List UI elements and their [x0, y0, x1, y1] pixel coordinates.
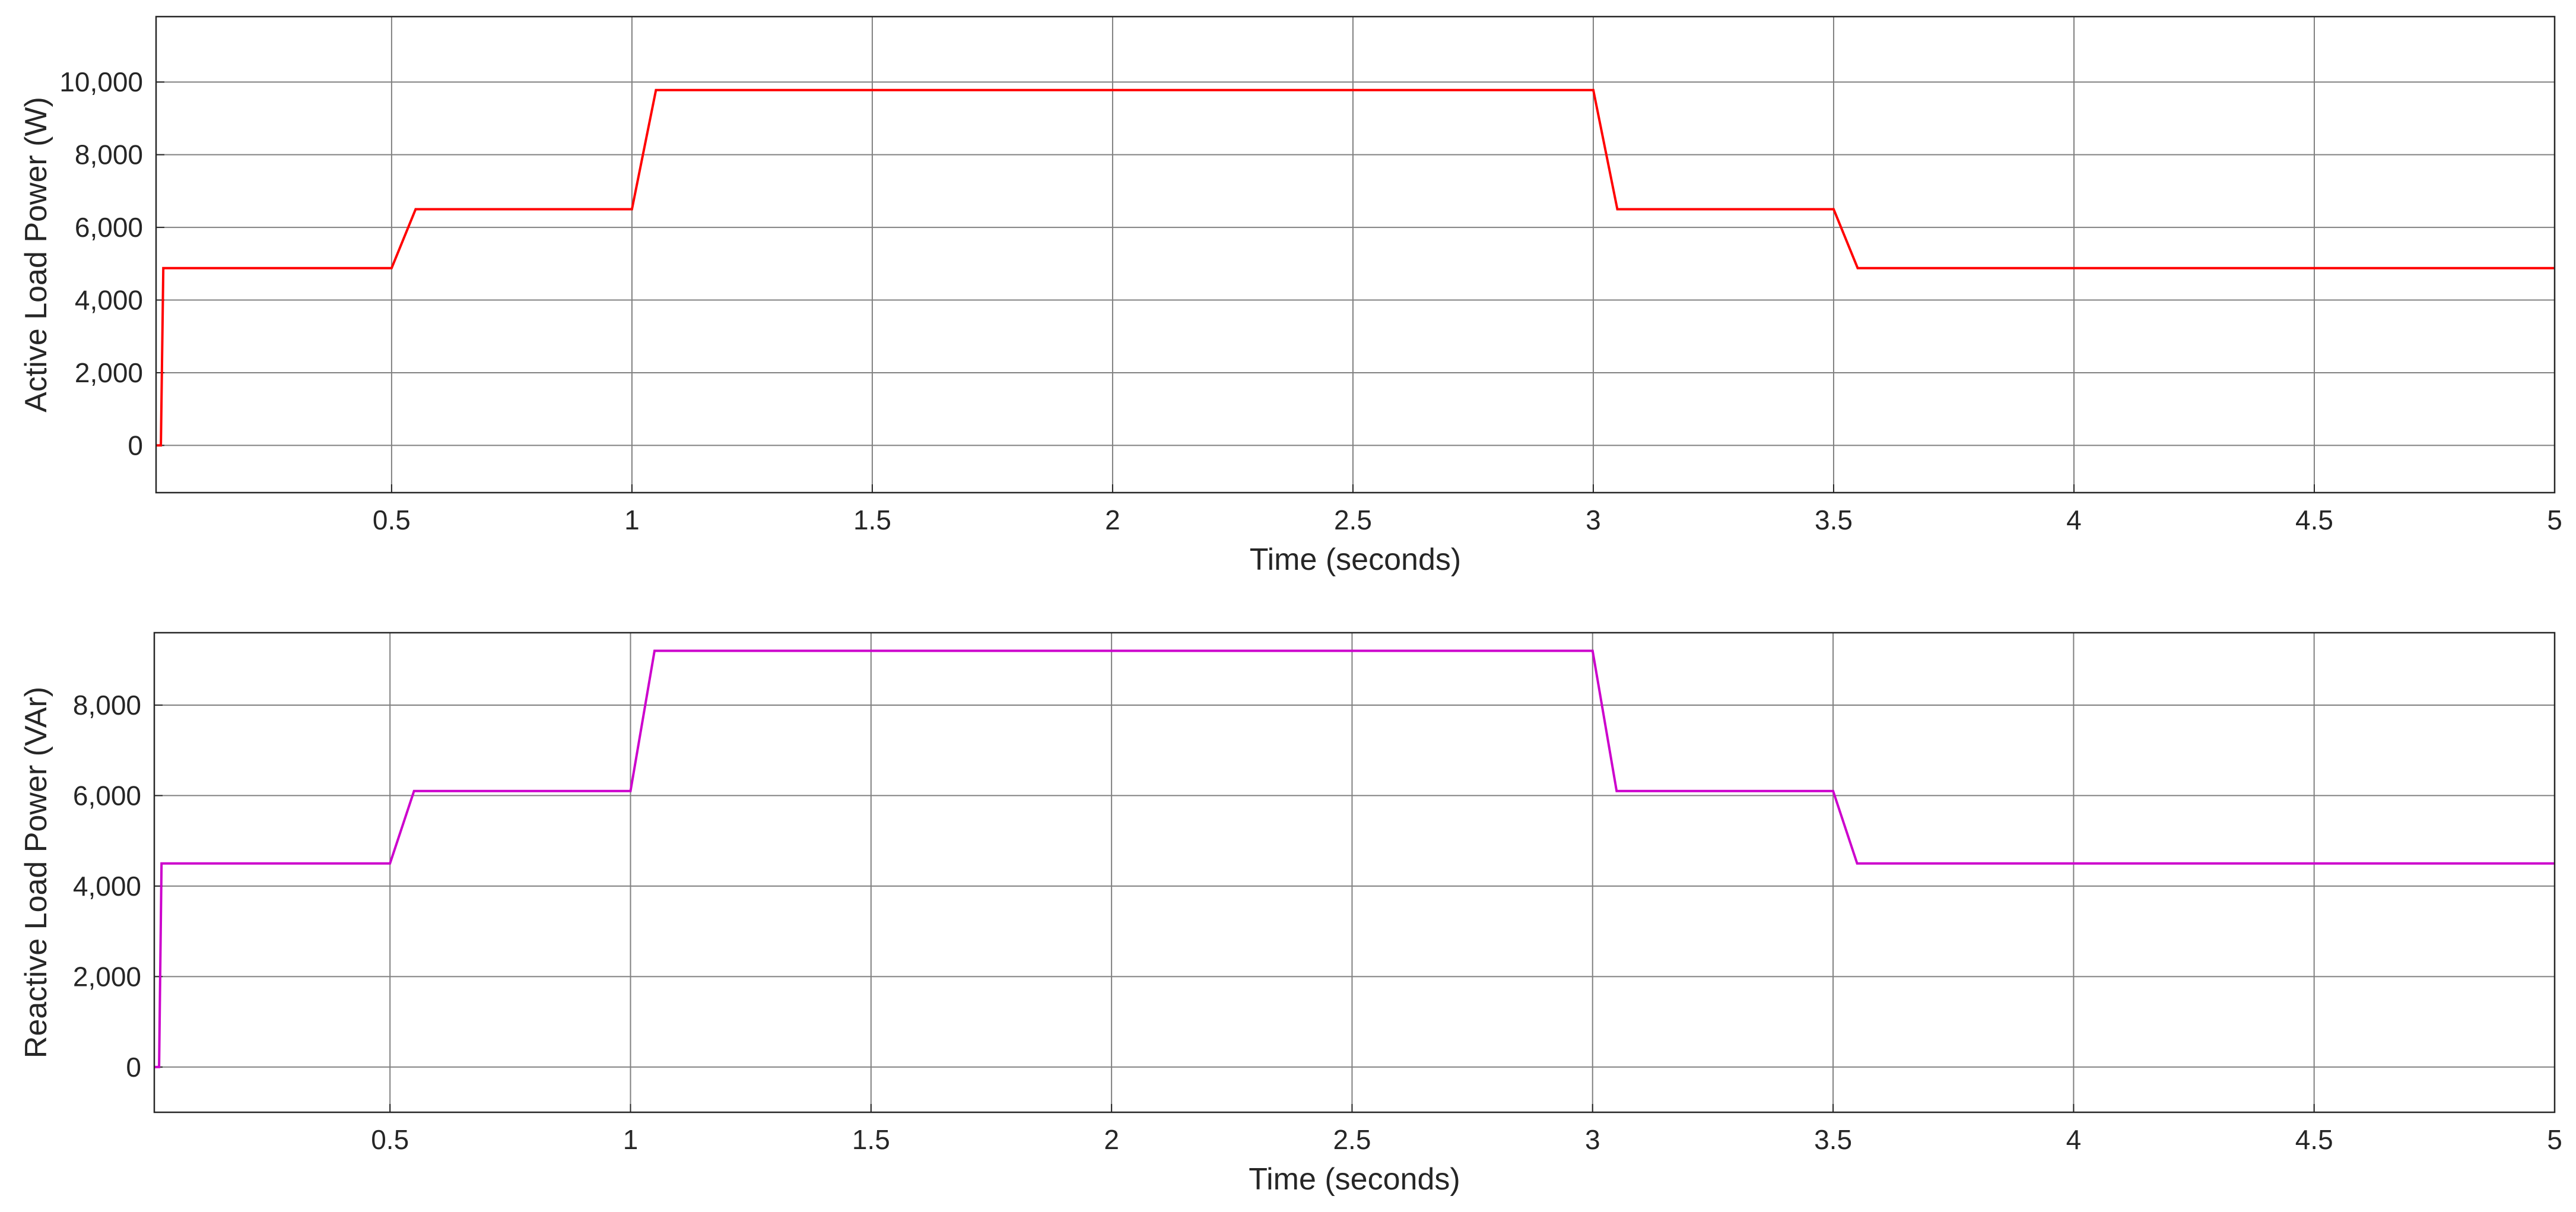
active-plot-area: [156, 17, 2555, 493]
active-y-tick-label: 6,000: [75, 212, 143, 243]
reactive-plot-area: [154, 633, 2555, 1112]
reactive-x-tick-label: 2: [1104, 1124, 1119, 1155]
reactive-x-tick-label: 5: [2547, 1124, 2562, 1155]
reactive-series-line: [154, 649, 2555, 1068]
active-y-axis-label: Active Load Power (W): [19, 97, 53, 413]
reactive-y-axis-label: Reactive Load Power (VAr): [19, 687, 53, 1058]
reactive-axes-box: [153, 632, 2556, 1113]
active-x-tick-label: 2.5: [1334, 505, 1372, 535]
active-y-tick-label: 2,000: [75, 357, 143, 388]
active-y-tick-label: 10,000: [59, 66, 143, 97]
active-x-tick-label: 4: [2066, 505, 2082, 535]
active-x-tick-label: 3: [1586, 505, 1601, 535]
active-axes-box: [155, 15, 2556, 494]
reactive-x-tick-label: 1.5: [852, 1124, 890, 1155]
active-series-line: [156, 88, 2555, 447]
active-y-tick-label: 8,000: [75, 139, 143, 170]
active-y-tick-label: 4,000: [75, 285, 143, 316]
reactive-y-tick-label: 8,000: [73, 690, 141, 721]
reactive-x-tick-label: 3: [1585, 1124, 1600, 1155]
active-power-chart: 0.5 1 1.5 2 2.5 3 3.5 4 4.5 5 0 2,000 4,000 6,000 8,00…: [19, 15, 2562, 577]
active-x-tick-label: 5: [2547, 505, 2562, 535]
reactive-x-axis-label: Time (seconds): [1249, 1162, 1460, 1197]
active-y-tick-label: 0: [128, 430, 143, 461]
reactive-y-tick-label: 4,000: [73, 871, 141, 902]
reactive-x-tick-label: 3.5: [1814, 1124, 1852, 1155]
active-x-tick-label: 1.5: [853, 505, 891, 535]
active-x-axis-label: Time (seconds): [1250, 542, 1461, 577]
reactive-y-tick-label: 0: [126, 1052, 141, 1083]
active-x-tick-label: 1: [624, 505, 640, 535]
reactive-x-tick-label: 2.5: [1333, 1124, 1371, 1155]
reactive-y-tick-label: 2,000: [73, 961, 141, 992]
active-x-tick-label: 2: [1105, 505, 1120, 535]
reactive-x-tick-label: 4: [2066, 1124, 2082, 1155]
reactive-y-tick-label: 6,000: [73, 780, 141, 811]
reactive-x-tick-label: 0.5: [371, 1124, 409, 1155]
reactive-power-chart: 0.5 1 1.5 2 2.5 3 3.5 4 4.5 5 0 2,000 4,000 6,000 8,00…: [19, 632, 2562, 1197]
active-x-tick-label: 0.5: [373, 505, 411, 535]
reactive-x-tick-label: 4.5: [2295, 1124, 2333, 1155]
reactive-x-tick-label: 1: [623, 1124, 639, 1155]
active-x-tick-label: 3.5: [1815, 505, 1853, 535]
active-x-tick-label: 4.5: [2295, 505, 2333, 535]
